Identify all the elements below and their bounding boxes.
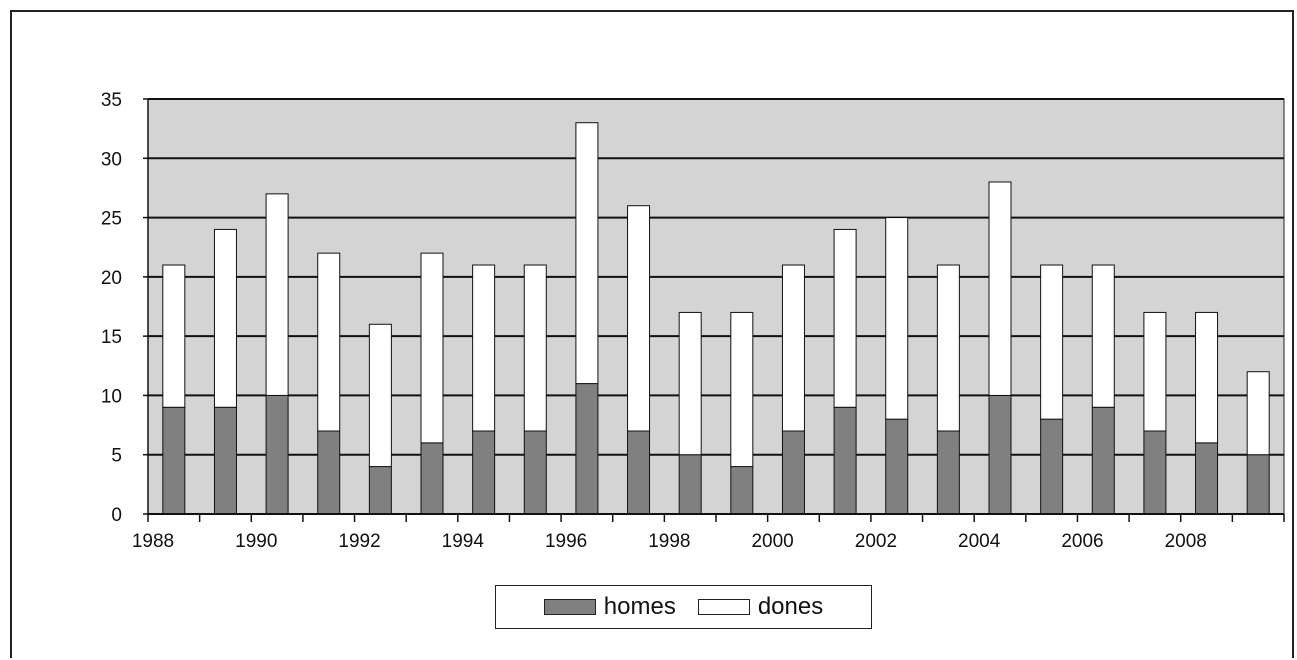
- bar-homes-1998: [678, 454, 702, 515]
- x-tick-label: 1992: [338, 531, 380, 552]
- legend-entry-dones: dones: [697, 593, 824, 621]
- bar-homes-1993: [420, 442, 444, 515]
- bar-dones-2006: [1091, 264, 1115, 408]
- bar-dones-2002: [885, 217, 909, 420]
- bar-dones-2001: [833, 228, 857, 408]
- bar-dones-2009: [1246, 371, 1270, 456]
- y-tick-label: 35: [101, 90, 122, 111]
- bar-dones-2004: [988, 181, 1012, 396]
- bar-homes-2002: [885, 418, 909, 515]
- legend-swatch-dones: [697, 599, 750, 615]
- bar-homes-2009: [1246, 454, 1270, 515]
- bar-dones-1998: [678, 311, 702, 456]
- y-tick-label: 15: [101, 327, 122, 348]
- legend-entry-homes: homes: [543, 593, 676, 621]
- x-tick-label: 1988: [132, 531, 174, 552]
- bar-homes-1999: [730, 466, 754, 515]
- bar-dones-2005: [1040, 264, 1064, 420]
- y-tick-label: 25: [101, 209, 122, 230]
- bar-homes-1989: [213, 406, 237, 515]
- bar-dones-1994: [472, 264, 496, 432]
- bar-homes-1995: [523, 430, 547, 515]
- bar-homes-1988: [162, 406, 186, 515]
- bar-dones-1997: [627, 205, 651, 432]
- bar-dones-2003: [936, 264, 960, 432]
- bar-dones-1992: [368, 323, 392, 468]
- bar-homes-1990: [265, 394, 289, 515]
- legend-label-dones: dones: [757, 593, 824, 620]
- x-tick-label: 2000: [751, 531, 793, 552]
- bar-dones-2008: [1195, 311, 1219, 444]
- y-tick-label: 10: [101, 386, 122, 407]
- bar-dones-1990: [265, 193, 289, 396]
- bar-homes-2007: [1143, 430, 1167, 515]
- bar-dones-1996: [575, 122, 599, 385]
- x-tick-label: 1998: [648, 531, 690, 552]
- bar-homes-2005: [1040, 418, 1064, 515]
- bar-dones-1989: [213, 228, 237, 408]
- bar-homes-2000: [781, 430, 805, 515]
- chart-frame: [10, 10, 1294, 658]
- legend: homes dones: [495, 585, 872, 629]
- bar-homes-1991: [317, 430, 341, 515]
- y-tick-label: 0: [111, 505, 122, 526]
- bar-dones-2000: [781, 264, 805, 432]
- bar-homes-1997: [627, 430, 651, 515]
- x-tick-label: 2002: [855, 531, 897, 552]
- x-tick-label: 1990: [235, 531, 277, 552]
- bar-dones-1999: [730, 311, 754, 468]
- x-tick-label: 1994: [442, 531, 485, 552]
- y-tick-label: 5: [111, 446, 122, 467]
- bar-homes-1996: [575, 383, 599, 515]
- bar-dones-1991: [317, 252, 341, 432]
- bar-homes-2003: [936, 430, 960, 515]
- bar-homes-1994: [472, 430, 496, 515]
- x-tick-label: 2004: [958, 531, 1001, 552]
- stacked-bar-chart: 0 5 10 15 20 25 30 35 1988 1990 1992 1994 1996 1998 20…: [101, 90, 1285, 552]
- bar-homes-2008: [1195, 442, 1219, 515]
- x-tick-label: 1996: [545, 531, 587, 552]
- x-tick-label: 2006: [1061, 531, 1103, 552]
- y-tick-label: 30: [101, 149, 122, 170]
- bar-homes-2004: [988, 394, 1012, 515]
- bar-dones-2007: [1143, 311, 1167, 432]
- bar-homes-2001: [833, 406, 857, 515]
- x-tick-label: 2008: [1165, 531, 1207, 552]
- bar-homes-2006: [1091, 406, 1115, 515]
- bar-dones-1993: [420, 252, 444, 444]
- legend-label-homes: homes: [603, 593, 676, 620]
- bar-dones-1995: [523, 264, 547, 432]
- y-tick-label: 20: [101, 268, 122, 289]
- legend-swatch-homes: [543, 599, 596, 615]
- bar-homes-1992: [368, 466, 392, 515]
- bar-dones-1988: [162, 264, 186, 408]
